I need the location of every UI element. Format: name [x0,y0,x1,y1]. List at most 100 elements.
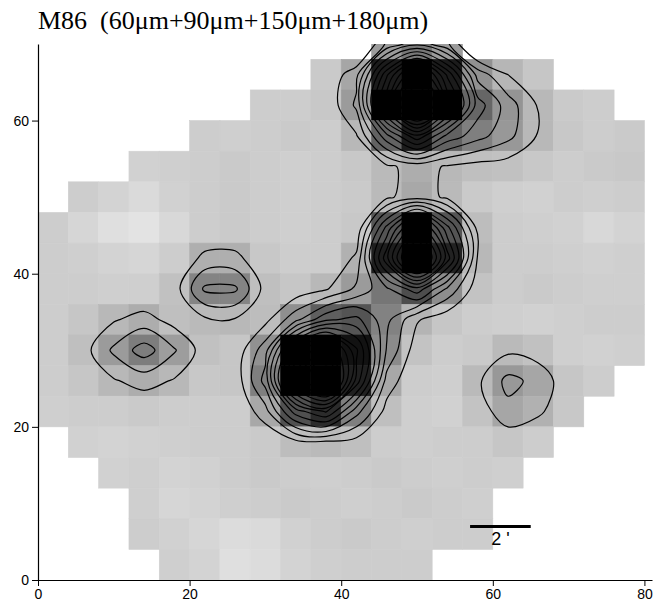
map-cell [220,396,250,427]
y-axis-tick-label: 0 [21,572,29,588]
map-cell [462,274,492,305]
map-cell [311,90,341,121]
map-cell [99,335,129,366]
map-cell [159,212,189,243]
contour-line [316,366,331,385]
map-cell [493,457,523,488]
map-cell [432,488,462,519]
map-cell [432,519,462,550]
map-cell [523,274,553,305]
map-cell [523,243,553,274]
contour-line [241,44,539,442]
map-cell [129,457,159,488]
map-cell [311,182,341,213]
map-cell [159,366,189,397]
map-cell [159,396,189,427]
map-cell [553,335,583,366]
map-cell [432,457,462,488]
contour-line [110,328,176,372]
y-axis-tick-label: 60 [13,113,29,129]
map-cell [38,335,68,366]
map-cell [68,304,98,335]
map-cell [523,212,553,243]
map-cell [432,427,462,458]
map-cell [493,396,523,427]
map-cell [584,212,614,243]
map-cell [341,182,371,213]
x-axis-tick: 80 [637,580,653,602]
map-cell [493,182,523,213]
map-cell [129,304,159,335]
map-cell [523,427,553,458]
contour-line [289,340,348,401]
map-cell [129,274,159,305]
map-cell [311,212,341,243]
map-cell [38,274,68,305]
y-axis-tick: 20 [13,419,38,435]
map-cell [250,90,280,121]
map-cell [523,366,553,397]
map-cell [614,121,644,152]
map-cell [311,121,341,152]
contour-line [274,323,369,417]
map-cell [68,274,98,305]
contour-line [374,209,459,293]
map-cell [190,274,220,305]
map-cell [38,366,68,397]
map-cell [341,396,371,427]
map-cell [190,151,220,182]
map-cell [402,90,432,121]
contour-line [298,348,339,394]
map-cell [250,519,280,550]
map-cell [493,427,523,458]
map-cell [68,366,98,397]
map-cell [553,304,583,335]
map-cell [281,519,311,550]
contour-line [371,52,470,145]
map-cell [190,121,220,152]
map-cell [129,366,159,397]
map-cell [250,182,280,213]
map-cell [493,366,523,397]
map-cell [99,274,129,305]
contour-line [307,354,335,389]
y-axis-tick-mark [32,427,38,428]
map-cell [584,274,614,305]
map-cell [372,427,402,458]
map-cell [614,151,644,182]
map-cell [372,274,402,305]
chart-container: 02040608002040602 'M86 (60μm+90μm+150μm+… [0,0,666,608]
map-cell [341,488,371,519]
map-cell [190,304,220,335]
map-cell [38,396,68,427]
contour-line [387,65,448,128]
map-cell [553,274,583,305]
map-cell [281,366,311,397]
contour-line [203,284,238,293]
map-cell [220,519,250,550]
chart-svg: 02040608002040602 'M86 (60μm+90μm+150μm+… [0,0,666,608]
map-cell [493,121,523,152]
map-cell [402,519,432,550]
contour-line [379,213,455,288]
map-cell [584,335,614,366]
map-cell [281,243,311,274]
map-cell [220,427,250,458]
contour-line [392,223,440,277]
contour-line [282,332,358,409]
contour-line [261,202,468,432]
map-cell [372,488,402,519]
map-cell [220,212,250,243]
contour-line [396,72,438,121]
x-axis-line [39,580,653,581]
map-cell [341,519,371,550]
map-cell [493,243,523,274]
contour-line [375,55,464,140]
map-cell [281,90,311,121]
map-cell [190,366,220,397]
map-cell [462,335,492,366]
map-cell [281,274,311,305]
x-axis-tick-label: 80 [637,586,653,602]
map-cell [432,396,462,427]
map-cell [523,59,553,90]
